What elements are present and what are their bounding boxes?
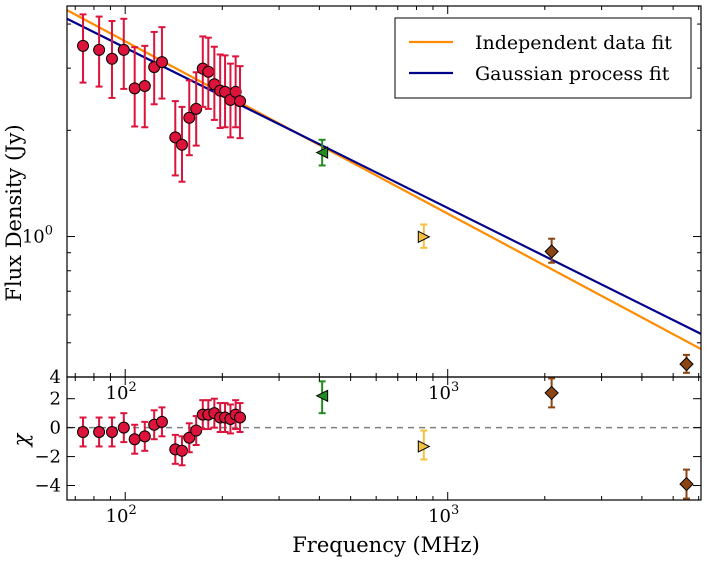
data-point [229, 55, 242, 129]
data-point-marker [117, 43, 130, 56]
data-point-marker [105, 425, 118, 438]
data-point-marker [93, 43, 106, 56]
data-point [175, 435, 188, 467]
data-point-marker [190, 424, 203, 437]
data-point [117, 17, 130, 90]
bottom-plot-frame [66, 376, 702, 501]
independent-fit-line [66, 9, 702, 351]
data-point-marker [315, 146, 329, 159]
legend: Independent data fit Gaussian process fit [394, 17, 692, 99]
data-point [190, 71, 203, 147]
data-point [128, 423, 141, 455]
data-point-marker [202, 65, 215, 78]
y-tick-label: −4 [34, 476, 61, 497]
data-point [183, 79, 196, 157]
x-tick-label-base: 10 [106, 506, 129, 527]
data-point [417, 429, 431, 461]
data-point [77, 416, 90, 448]
x-tick-label: 102 [106, 380, 137, 404]
data-point [138, 44, 151, 129]
data-point [117, 412, 130, 444]
data-point [77, 13, 90, 84]
data-point [679, 353, 694, 374]
data-point-marker [93, 425, 106, 438]
data-point [138, 420, 151, 452]
data-point [417, 223, 431, 249]
data-point-marker [190, 102, 203, 115]
data-point [128, 46, 141, 128]
data-point [234, 402, 247, 433]
gaussian-process-fit-line [66, 17, 702, 335]
x-tick-label: 103 [428, 503, 459, 527]
x-tick-label-exponent: 2 [129, 380, 137, 395]
data-point-marker [105, 52, 118, 65]
data-point-marker [417, 440, 431, 453]
data-point-marker [315, 389, 329, 403]
data-point-marker [128, 82, 141, 95]
y-tick-label: −2 [34, 447, 61, 468]
data-point-marker [183, 111, 196, 124]
y-tick-label: 100 [22, 224, 53, 248]
x-axis-label: Frequency (MHz) [292, 533, 480, 557]
data-point-marker [544, 385, 559, 401]
data-point [105, 416, 118, 448]
data-point-marker [175, 138, 188, 151]
data-point [234, 65, 247, 140]
y-tick-label: 4 [50, 367, 61, 388]
data-point [93, 416, 106, 448]
legend-box [394, 17, 692, 99]
data-point [219, 54, 232, 129]
legend-entry-label: Gaussian process fit [475, 63, 670, 85]
data-point-marker [679, 476, 694, 492]
data-point [169, 100, 182, 177]
data-point [155, 26, 168, 100]
data-point [155, 406, 168, 438]
y-tick-label-base: 10 [22, 227, 45, 248]
data-point-marker [155, 56, 168, 69]
x-tick-label-exponent: 2 [129, 503, 137, 518]
data-point [183, 422, 196, 454]
data-point-marker [417, 230, 431, 244]
data-point-marker [138, 430, 151, 443]
y-tick-label: 0 [50, 418, 61, 439]
data-point [93, 15, 106, 88]
data-point-marker [77, 39, 90, 52]
y-tick-label: 2 [50, 389, 61, 410]
data-point-marker [117, 421, 130, 434]
data-point-marker [234, 411, 247, 424]
y-tick-label-exponent: 0 [45, 224, 53, 239]
data-point-marker [544, 244, 559, 259]
y-axis-label-bottom: χ [9, 432, 33, 448]
data-point-marker [138, 80, 151, 93]
data-point [315, 138, 329, 167]
x-tick-label-base: 10 [428, 383, 451, 404]
x-tick-label-base: 10 [428, 506, 451, 527]
data-point-marker [128, 433, 141, 446]
legend-entry-label: Independent data fit [475, 32, 672, 54]
data-point-marker [155, 415, 168, 428]
data-point [105, 20, 118, 99]
data-point [544, 237, 559, 264]
y-axis-label-top: Flux Density (Jy) [2, 124, 26, 301]
data-point-marker [679, 356, 694, 372]
data-point [544, 377, 559, 409]
x-tick-label: 102 [106, 503, 137, 527]
data-point [315, 380, 329, 415]
data-point-marker [183, 431, 196, 444]
x-tick-label-exponent: 3 [451, 380, 459, 395]
data-point-marker [169, 131, 182, 144]
x-tick-label: 103 [428, 380, 459, 404]
data-point-marker [77, 425, 90, 438]
data-point [679, 468, 694, 500]
data-point [175, 105, 188, 183]
data-point-marker [234, 95, 247, 108]
x-tick-label-base: 10 [106, 383, 129, 404]
x-tick-label-exponent: 3 [451, 503, 459, 518]
data-point [190, 415, 203, 447]
data-point-marker [175, 444, 188, 457]
